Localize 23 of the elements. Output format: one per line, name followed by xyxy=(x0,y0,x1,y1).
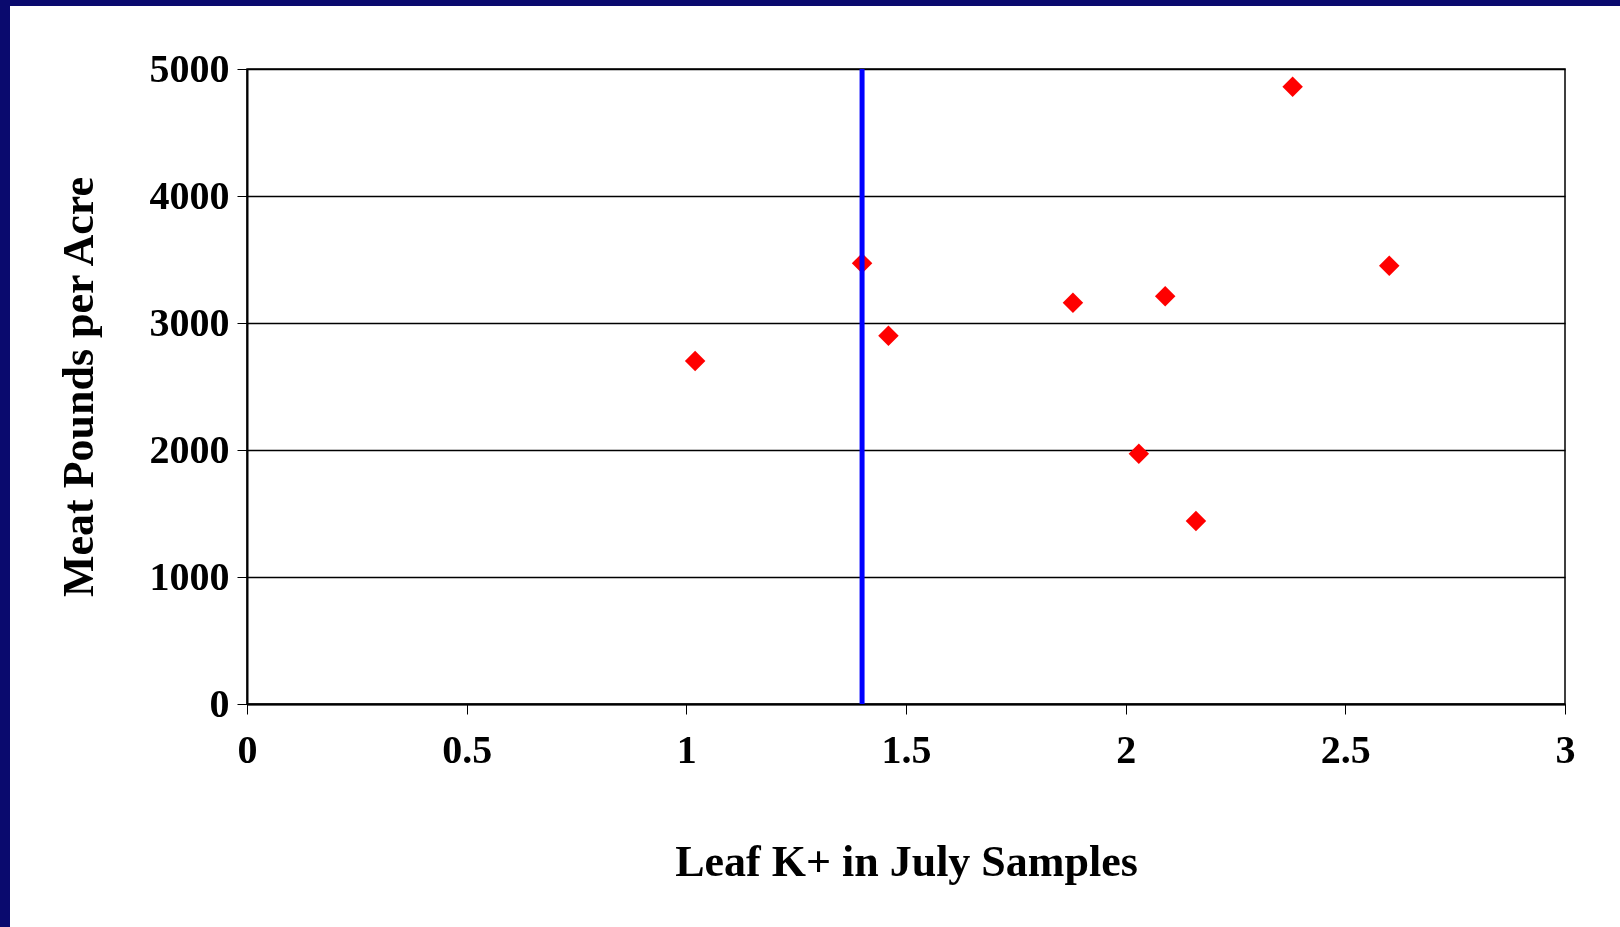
x-tick-label: 0.5 xyxy=(442,726,493,772)
point xyxy=(1128,443,1150,465)
x-tick-label: 1 xyxy=(676,726,697,772)
y-tick-label: 0 xyxy=(209,680,230,726)
point xyxy=(878,325,899,346)
x-tick-label: 0 xyxy=(237,726,258,772)
point xyxy=(1062,292,1084,313)
y-tick-label: 5000 xyxy=(149,45,230,91)
point xyxy=(1379,255,1400,277)
y-axis-title: Meat Pounds per Acre xyxy=(53,177,103,597)
x-axis-title: Leaf K+ in July Samples xyxy=(675,836,1138,886)
x-tick-label: 1.5 xyxy=(881,726,932,772)
y-tick-label: 2000 xyxy=(149,426,230,472)
y-tick-label: 1000 xyxy=(149,553,230,599)
y-tick-label: 3000 xyxy=(149,299,230,345)
point xyxy=(1185,510,1207,532)
x-tick-label: 2 xyxy=(1116,726,1137,772)
point xyxy=(1282,76,1303,98)
point xyxy=(684,350,706,372)
point xyxy=(1154,286,1176,307)
y-tick-label: 4000 xyxy=(149,172,230,218)
x-tick-label: 2.5 xyxy=(1320,726,1371,772)
x-tick-label: 3 xyxy=(1555,726,1576,772)
